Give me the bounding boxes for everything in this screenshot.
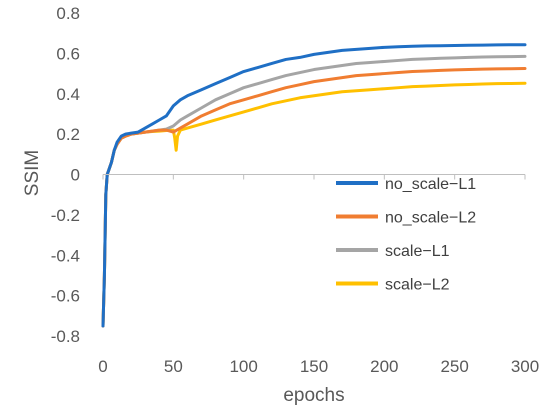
y-tick-label: 0.4	[56, 85, 80, 104]
series-lines	[101, 43, 527, 328]
x-tick-label: 200	[370, 357, 398, 376]
x-tick-label: 100	[229, 357, 257, 376]
y-tick-label: -0.6	[51, 287, 80, 306]
y-tick-label: 0.6	[56, 44, 80, 63]
x-axis-title: epochs	[283, 385, 344, 406]
series-line-1	[101, 67, 527, 328]
series-line-3	[101, 81, 527, 328]
y-tick-label: -0.4	[51, 246, 80, 265]
x-tick-label: 50	[164, 357, 183, 376]
x-tick-label: 0	[98, 357, 107, 376]
x-tick-label: 250	[440, 357, 468, 376]
legend-label: scale−L1	[385, 243, 450, 260]
legend: no_scale−L1 no_scale−L2 scale−L1 scale−L2	[336, 176, 476, 294]
legend-label: no_scale−L1	[385, 176, 476, 193]
x-axis-ticks	[102, 174, 526, 180]
x-tick-label: 300	[511, 357, 539, 376]
y-tick-label: -0.2	[51, 206, 80, 225]
y-tick-label: 0.2	[56, 125, 80, 144]
x-tick-label: 150	[300, 357, 328, 376]
x-axis-tick-labels: 0 50 100 150 200 250 300	[98, 357, 539, 376]
y-tick-label: 0	[71, 166, 80, 185]
y-axis-title: SSIM	[22, 150, 43, 196]
legend-label: scale−L2	[385, 277, 450, 294]
legend-label: no_scale−L2	[385, 210, 476, 227]
series-line-0	[101, 43, 527, 328]
y-tick-label: 0.8	[56, 4, 80, 23]
y-tick-label: -0.8	[51, 327, 80, 346]
y-axis-tick-labels: -0.8 -0.6 -0.4 -0.2 0 0.2 0.4 0.6 0.8	[51, 4, 80, 346]
